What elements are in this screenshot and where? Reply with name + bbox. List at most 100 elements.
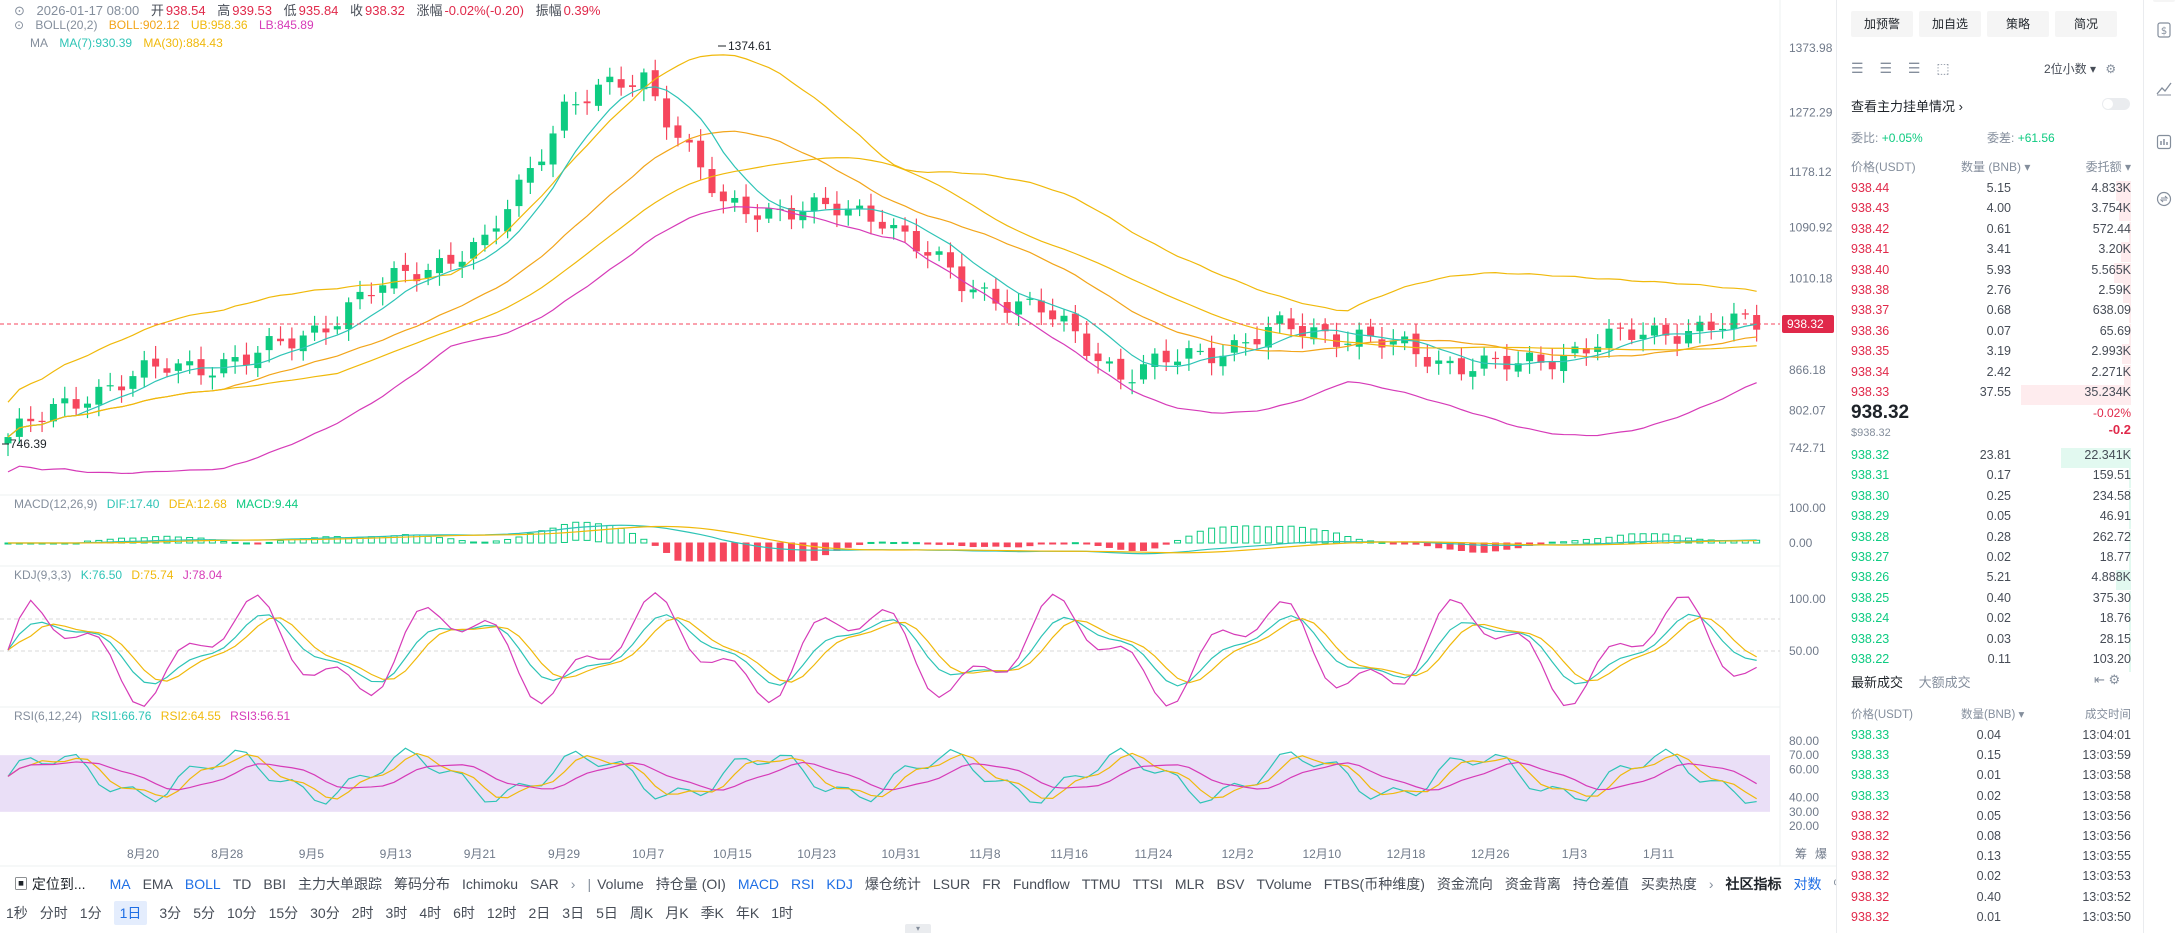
exchange-icon[interactable] — [2156, 191, 2172, 207]
interval-14[interactable]: 2日 — [528, 905, 551, 921]
asks-row[interactable]: 938.34 2.42 2.271K — [1851, 364, 2131, 385]
interval-18[interactable]: 月K — [665, 905, 689, 921]
interval-9[interactable]: 2时 — [351, 905, 374, 921]
sub-indicator-3[interactable]: RSI — [791, 876, 815, 892]
bids-row[interactable]: 938.26 5.21 4.888K — [1851, 570, 2131, 591]
sub-indicator-8[interactable]: Fundflow — [1012, 876, 1070, 892]
bids-row[interactable]: 938.30 0.25 234.58 — [1851, 488, 2131, 509]
sub-indicator-11[interactable]: MLR — [1174, 876, 1205, 892]
interval-1[interactable]: 分时 — [39, 905, 68, 921]
sub-indicator-18[interactable]: 买卖热度 — [1640, 876, 1697, 892]
asks-row[interactable]: 938.41 3.41 3.20K — [1851, 242, 2131, 263]
interval-0[interactable]: 1秒 — [6, 905, 28, 921]
trade-settings-icon[interactable]: ⇤ ⚙ — [2094, 672, 2121, 687]
interval-7[interactable]: 15分 — [268, 905, 299, 921]
boll-name[interactable]: BOLL(20,2) — [35, 18, 98, 32]
interval-10[interactable]: 3时 — [385, 905, 408, 921]
col-qty[interactable]: 数量 (BNB) ▾ — [1961, 160, 2031, 174]
bids-row[interactable]: 938.32 23.81 22.341K — [1851, 448, 2131, 468]
sub-indicator-13[interactable]: TVolume — [1256, 876, 1312, 892]
info-toggle-icon[interactable]: ⊙ — [14, 3, 25, 18]
sub-indicator-16[interactable]: 资金背离 — [1504, 876, 1561, 892]
main-indicator-4[interactable]: BBI — [263, 876, 286, 892]
kdj-name[interactable]: KDJ(9,3,3) — [14, 568, 72, 582]
sub-indicator-6[interactable]: LSUR — [932, 876, 971, 892]
sub-indicator-2[interactable]: MACD — [737, 876, 780, 892]
interval-8[interactable]: 30分 — [310, 905, 340, 921]
interval-15[interactable]: 3日 — [562, 905, 585, 921]
main-indicator-8[interactable]: SAR — [530, 876, 559, 892]
sub-indicator-1[interactable]: 持仓量 (OI) — [655, 876, 726, 892]
sub-indicator-15[interactable]: 资金流向 — [1436, 876, 1493, 892]
asks-row[interactable]: 938.44 5.15 4.833K — [1851, 181, 2131, 201]
sub-indicator-0[interactable]: Volume — [597, 876, 644, 892]
asks-row[interactable]: 938.40 5.93 5.565K — [1851, 262, 2131, 283]
asks-row[interactable]: 938.37 0.68 638.09 — [1851, 303, 2131, 324]
collapse-icon[interactable]: ⊙ — [14, 18, 25, 32]
main-indicator-7[interactable]: Ichimoku — [461, 876, 518, 892]
bids-row[interactable]: 938.22 0.11 103.20 — [1851, 652, 2131, 672]
bids-row[interactable]: 938.29 0.05 46.91 — [1851, 509, 2131, 530]
macd-name[interactable]: MACD(12,26,9) — [14, 497, 98, 511]
interval-2[interactable]: 1分 — [79, 905, 102, 921]
tab-large-trades[interactable]: 大额成交 — [1918, 675, 1971, 690]
asks-row[interactable]: 938.36 0.07 65.69 — [1851, 323, 2131, 344]
bids-row[interactable]: 938.28 0.28 262.72 — [1851, 529, 2131, 550]
currency-icon[interactable]: $ — [2156, 22, 2172, 38]
main-indicator-0[interactable]: MA — [109, 876, 131, 892]
interval-20[interactable]: 年K — [735, 905, 760, 921]
bids-row[interactable]: 938.25 0.40 375.30 — [1851, 590, 2131, 611]
asks-row[interactable]: 938.38 2.76 2.59K — [1851, 283, 2131, 303]
draw-line-icon[interactable] — [2156, 80, 2172, 96]
main-order-link[interactable]: 查看主力挂单情况 › — [1851, 99, 1963, 114]
rail-top-tab[interactable] — [2153, 0, 2175, 2]
chart-icon[interactable] — [2156, 134, 2172, 150]
bids-row[interactable]: 938.27 0.02 18.77 — [1851, 550, 2131, 570]
sub-indicator-14[interactable]: FTBS(币种维度) — [1323, 876, 1425, 892]
depth-view-icons[interactable]: ☰ ☰ ☰ ⬚ — [1851, 60, 1956, 76]
interval-16[interactable]: 5日 — [596, 905, 618, 921]
main-indicator-2[interactable]: BOLL — [184, 876, 221, 892]
chart-canvas[interactable]: 1373.98 1272.29 1178.12 1090.92 1010.18 866.1… — [0, 0, 1836, 933]
interval-21[interactable]: 1时 — [771, 905, 794, 921]
main-indicator-3[interactable]: TD — [232, 876, 252, 892]
interval-13[interactable]: 12时 — [486, 905, 517, 921]
interval-4[interactable]: 3分 — [159, 905, 182, 921]
bids-row[interactable]: 938.24 0.02 18.76 — [1851, 611, 2131, 632]
interval-6[interactable]: 10分 — [226, 905, 257, 921]
asks-row[interactable]: 938.35 3.19 2.993K — [1851, 344, 2131, 365]
asks-row[interactable]: 938.33 37.55 35.234K — [1851, 385, 2131, 405]
community-indicator-button[interactable]: 社区指标 — [1725, 876, 1782, 892]
interval-11[interactable]: 4时 — [419, 905, 442, 921]
more-main-arrow[interactable]: › — [570, 876, 576, 892]
col-total[interactable]: 委托额 ▾ — [2085, 160, 2131, 174]
main-indicator-1[interactable]: EMA — [142, 876, 173, 892]
main-indicator-6[interactable]: 筹码分布 — [393, 876, 450, 892]
interval-17[interactable]: 周K — [629, 905, 654, 921]
log-scale-toggle[interactable]: 对数 — [1793, 876, 1822, 892]
interval-12[interactable]: 6时 — [453, 905, 475, 921]
bids-row[interactable]: 938.23 0.03 28.15 — [1851, 631, 2131, 652]
interval-19[interactable]: 季K — [700, 905, 724, 921]
asks-row[interactable]: 938.42 0.61 572.44 — [1851, 221, 2131, 242]
more-sub-arrow[interactable]: › — [1708, 876, 1714, 892]
main-order-toggle[interactable] — [2102, 98, 2130, 110]
sub-indicator-4[interactable]: KDJ — [826, 876, 853, 892]
ma-name[interactable]: MA — [30, 36, 48, 50]
panel-button-0[interactable]: 加预警 — [1851, 11, 1913, 37]
expand-handle-icon[interactable]: ▾ — [905, 924, 931, 933]
main-indicator-5[interactable]: 主力大单跟踪 — [297, 876, 382, 892]
sub-indicator-10[interactable]: TTSI — [1132, 876, 1163, 892]
precision-select[interactable]: 2位小数 ▾ ⚙ — [2044, 62, 2117, 76]
interval-3[interactable]: 1日 — [113, 901, 148, 925]
panel-button-3[interactable]: 简况 — [2055, 11, 2117, 37]
goto-button[interactable]: ▣ 定位到... — [14, 876, 86, 892]
settings-icon[interactable]: ⚙ — [2105, 62, 2117, 76]
interval-5[interactable]: 5分 — [193, 905, 215, 921]
sub-indicator-5[interactable]: 爆仓统计 — [864, 876, 921, 892]
sub-indicator-9[interactable]: TTMU — [1081, 876, 1121, 892]
tcol-qty[interactable]: 数量(BNB) ▾ — [1961, 709, 2025, 721]
sub-indicator-12[interactable]: BSV — [1216, 876, 1245, 892]
panel-button-1[interactable]: 加自选 — [1919, 11, 1981, 37]
asks-row[interactable]: 938.43 4.00 3.754K — [1851, 201, 2131, 222]
